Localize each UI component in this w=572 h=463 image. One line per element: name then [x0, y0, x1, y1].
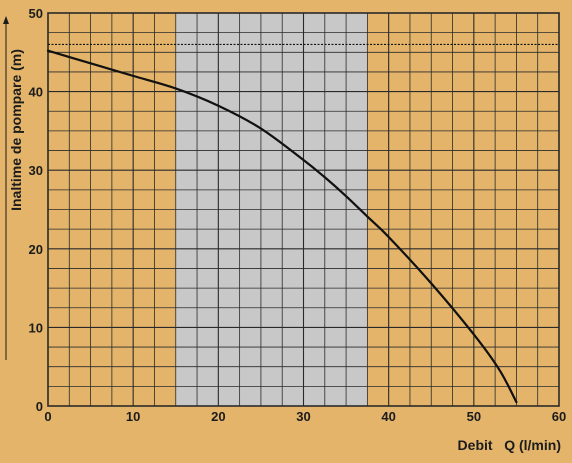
y-tick-label: 20	[29, 242, 43, 257]
x-tick-label: 30	[296, 409, 310, 424]
x-tick-label: 50	[467, 409, 481, 424]
y-axis-arrow-head	[3, 16, 9, 24]
tick-label-layer: 0 10 20 30 40 50 60 0 10 20 30 40 50	[29, 6, 567, 424]
x-tick-label: 20	[211, 409, 225, 424]
y-axis-label: Inaltime de pompare (m)	[8, 49, 24, 211]
y-tick-label: 40	[29, 85, 43, 100]
curve-layer	[46, 49, 518, 404]
y-tick-label: 10	[29, 320, 43, 335]
plot-frame-layer	[47, 12, 560, 407]
x-tick-label: 10	[126, 409, 140, 424]
pump-curve-line-1	[46, 49, 518, 404]
y-axis-arrow	[3, 16, 9, 360]
x-tick-label: 40	[381, 409, 395, 424]
x-tick-label: 60	[552, 409, 566, 424]
y-tick-label: 0	[36, 399, 43, 414]
y-tick-label: 50	[29, 6, 43, 21]
grid-layer	[48, 13, 559, 406]
x-axis-label: Debit Q (l/min)	[458, 437, 561, 453]
plot-frame	[47, 12, 560, 407]
y-tick-label: 30	[29, 163, 43, 178]
x-tick-label: 0	[44, 409, 51, 424]
